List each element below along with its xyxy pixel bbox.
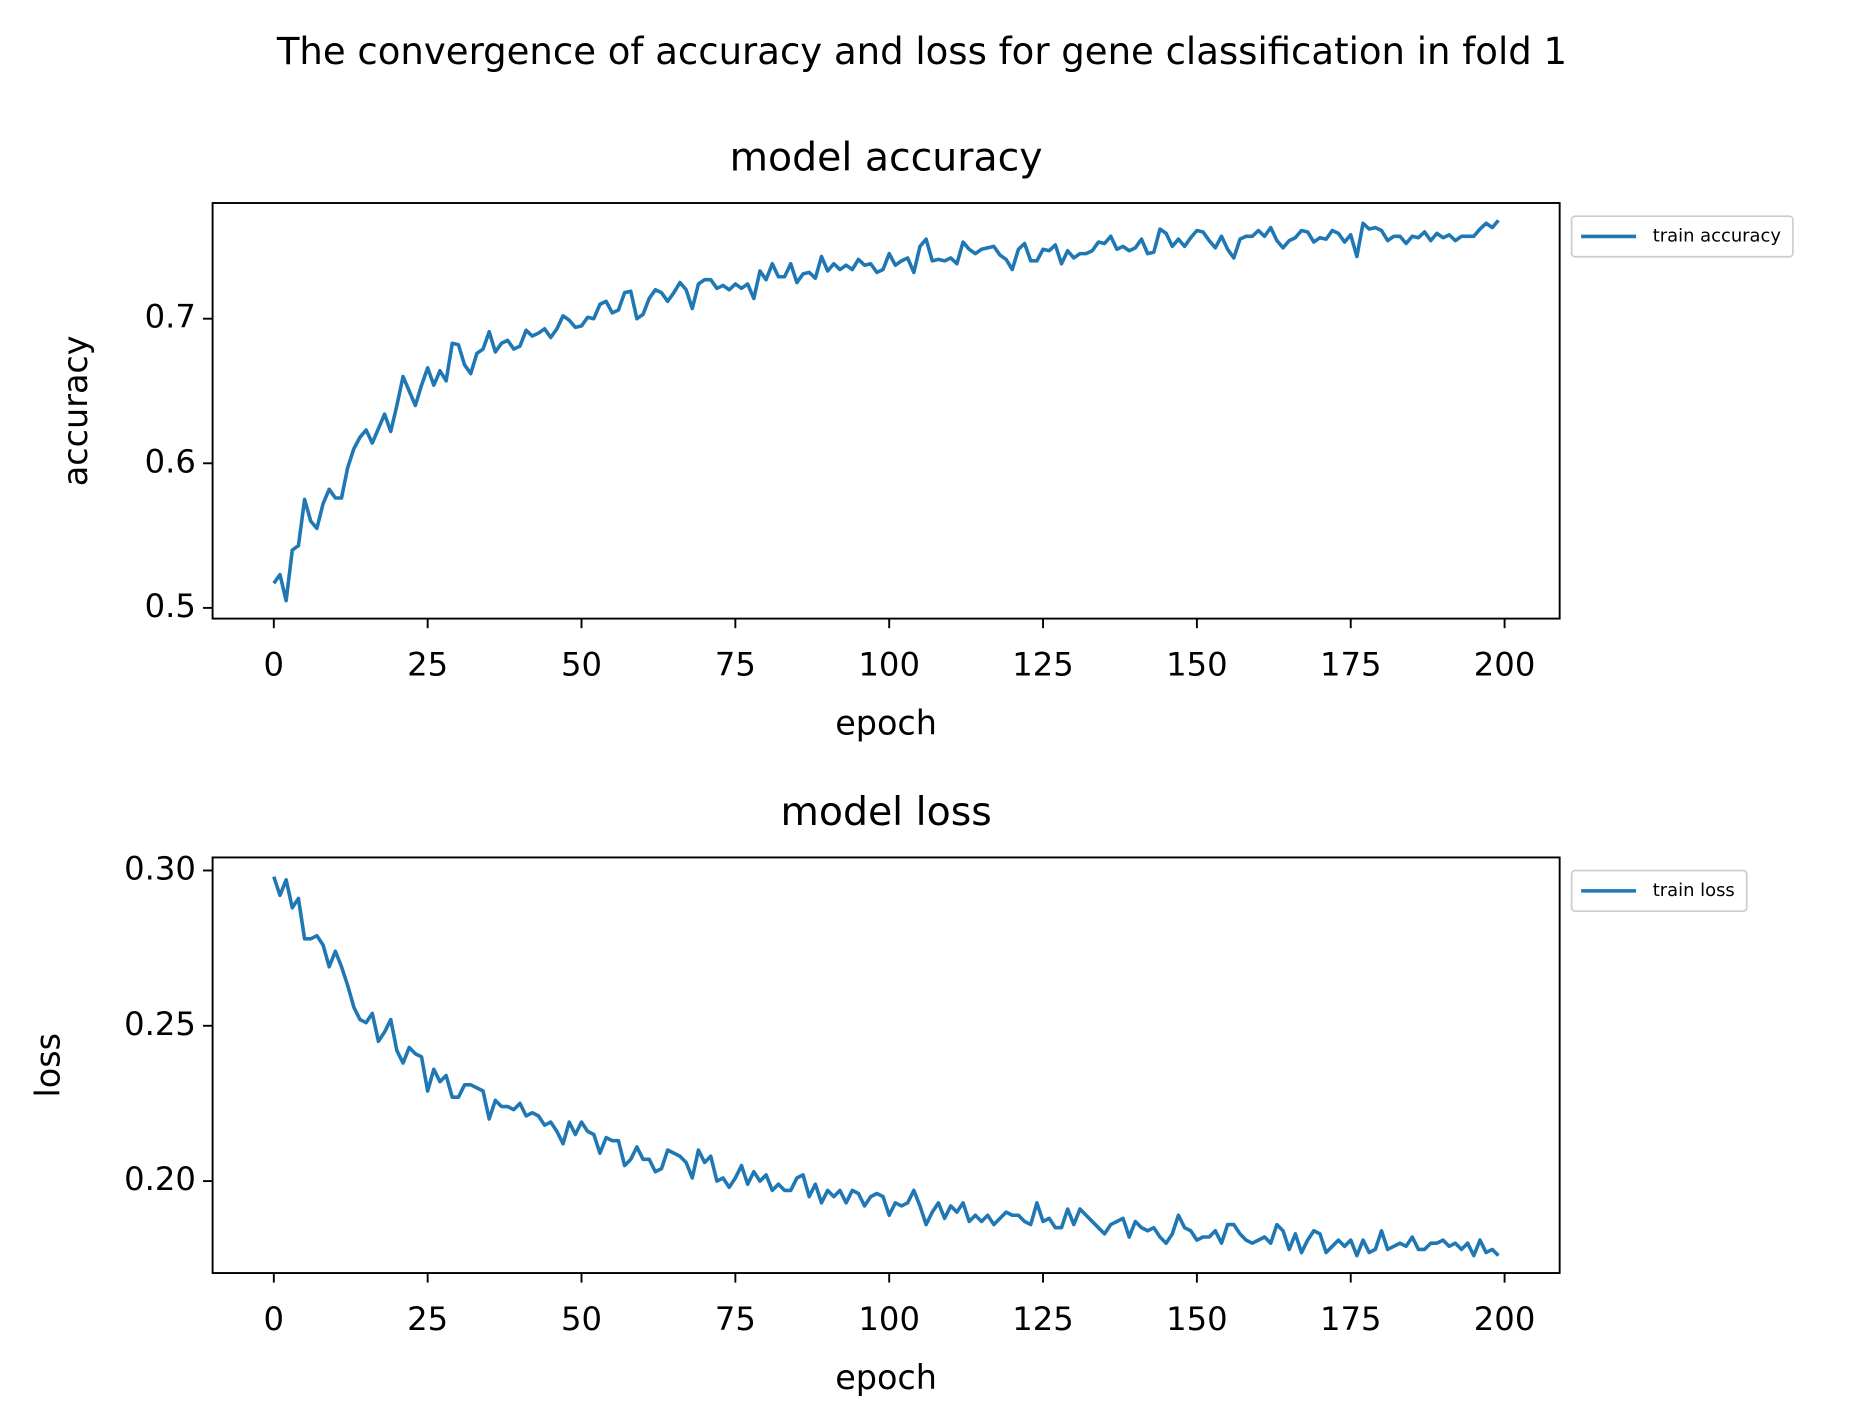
x-tick-label: 50	[561, 645, 602, 683]
y-tick-label: 0.7	[145, 298, 196, 336]
x-tick-label: 50	[561, 1300, 602, 1338]
x-tick-label: 175	[1320, 1300, 1382, 1338]
y-axis-title: accuracy	[56, 335, 95, 486]
y-tick-label: 0.5	[145, 587, 196, 625]
x-tick-label: 125	[1012, 645, 1074, 683]
chart-title: model accuracy	[730, 135, 1043, 181]
x-tick-label: 25	[407, 1300, 448, 1338]
axes-frame	[211, 856, 1561, 1274]
figure-title: The convergence of accuracy and loss for…	[276, 30, 1567, 73]
legend-label: train accuracy	[1653, 225, 1782, 246]
x-axis-title: epoch	[835, 1358, 937, 1397]
legend-frame	[1570, 215, 1794, 258]
y-axis-title: loss	[29, 1033, 68, 1098]
x-tick-label: 175	[1320, 645, 1382, 683]
x-tick-label: 200	[1474, 1300, 1536, 1338]
y-tick-label: 0.20	[124, 1160, 196, 1198]
x-tick-label: 0	[264, 645, 285, 683]
data-line	[272, 219, 1500, 603]
x-tick-label: 150	[1166, 1300, 1228, 1338]
x-tick-label: 75	[715, 645, 756, 683]
y-tick-label: 0.6	[145, 442, 196, 480]
x-tick-label: 200	[1474, 645, 1536, 683]
x-tick-label: 0	[264, 1300, 285, 1338]
chart-title: model loss	[780, 789, 991, 835]
x-tick-label: 100	[858, 1300, 920, 1338]
axes: model loss 0 25 50 75 100 125 150 175 200 0.20 0.25…	[29, 789, 1748, 1397]
legend-label: train loss	[1653, 880, 1735, 901]
axes: model accuracy 0 25 50 75 100 125 150 175 200 0.5 0…	[56, 135, 1794, 742]
x-tick-label: 75	[715, 1300, 756, 1338]
legend-frame	[1570, 869, 1748, 913]
y-tick-label: 0.25	[124, 1005, 196, 1043]
x-tick-label: 125	[1012, 1300, 1074, 1338]
x-axis-title: epoch	[835, 703, 937, 742]
x-tick-label: 25	[407, 645, 448, 683]
x-tick-label: 150	[1166, 645, 1228, 683]
axes-frame	[211, 202, 1561, 620]
y-tick-label: 0.30	[124, 849, 196, 887]
data-line	[272, 876, 1500, 1258]
x-tick-label: 100	[858, 645, 920, 683]
